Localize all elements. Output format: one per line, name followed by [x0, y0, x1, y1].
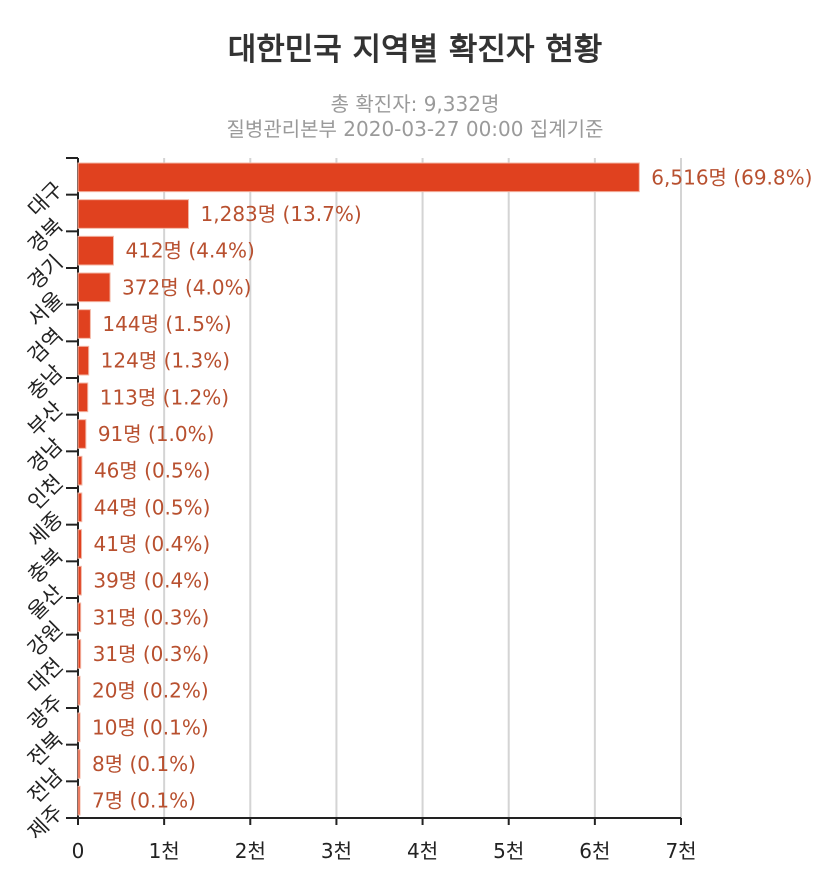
bar-value-label: 144명 (1.5%): [102, 312, 231, 336]
bar-value-label: 6,516명 (69.8%): [651, 165, 812, 189]
category-label: 충북: [23, 544, 67, 588]
category-label: 강원: [23, 617, 67, 661]
bar-value-label: 91명 (1.0%): [98, 422, 215, 446]
category-label: 부산: [23, 397, 67, 441]
category-label: 경북: [23, 214, 67, 258]
x-tick-label: 5천: [493, 839, 524, 863]
bar: [77, 162, 640, 193]
category-label: 세종: [23, 507, 67, 551]
bar: [77, 565, 82, 596]
bar: [77, 455, 83, 486]
bar-value-label: 124명 (1.3%): [101, 349, 230, 373]
bar-value-label: 10명 (0.1%): [92, 715, 209, 739]
bar-value-label: 39명 (0.4%): [93, 569, 210, 593]
chart-subtitle-source: 질병관리본부 2020-03-27 00:00 집계기준: [226, 117, 604, 141]
x-tick-label: 4천: [407, 839, 438, 863]
bar: [77, 749, 81, 779]
bar-value-label: 20명 (0.2%): [92, 679, 209, 703]
bar: [77, 382, 89, 413]
bar: [77, 675, 81, 706]
bar-value-label: 46명 (0.5%): [94, 459, 211, 483]
bar: [77, 712, 81, 743]
category-label: 전남: [23, 764, 67, 808]
bar-value-label: 44명 (0.5%): [94, 495, 211, 519]
bar: [77, 492, 83, 523]
category-label: 서울: [23, 287, 67, 331]
category-label: 인천: [23, 470, 67, 514]
bar-value-label: 412명 (4.4%): [125, 239, 254, 263]
bar-value-label: 41명 (0.4%): [94, 532, 211, 556]
category-label: 광주: [23, 690, 67, 734]
bar: [77, 602, 82, 633]
bar-value-label: 31명 (0.3%): [93, 605, 210, 629]
bar-value-label: 8명 (0.1%): [92, 752, 196, 776]
x-tick-label: 7천: [665, 839, 696, 863]
bar: [77, 529, 83, 559]
bar-value-label: 1,283명 (13.7%): [201, 202, 362, 226]
bar: [77, 272, 111, 303]
category-label: 제주: [23, 800, 67, 844]
category-label: 전북: [23, 727, 67, 771]
bar: [77, 199, 190, 229]
category-label: 대전: [23, 654, 67, 698]
category-label: 경남: [23, 434, 67, 478]
bar-value-label: 113명 (1.2%): [100, 385, 229, 409]
x-tick-label: 6천: [579, 839, 610, 863]
bar-value-label: 31명 (0.3%): [93, 642, 210, 666]
category-label: 충남: [23, 360, 67, 404]
category-label: 울산: [23, 580, 67, 624]
category-label: 대구: [23, 177, 67, 221]
bar: [77, 309, 91, 339]
x-tick-label: 2천: [235, 839, 266, 863]
chart-subtitle-total: 총 확진자: 9,332명: [330, 92, 500, 116]
bar: [77, 785, 81, 816]
bar-value-label: 372명 (4.0%): [122, 275, 251, 299]
chart-title: 대한민국 지역별 확진자 현황: [227, 32, 603, 68]
category-label: 검역: [23, 324, 67, 368]
x-tick-label: 1천: [149, 839, 180, 863]
bar: [77, 419, 87, 449]
bar: [77, 639, 82, 669]
bar-value-label: 7명 (0.1%): [92, 789, 196, 813]
category-label: 경기: [23, 250, 67, 294]
bar: [77, 235, 114, 266]
bar: [77, 345, 90, 376]
x-tick-label: 3천: [321, 839, 352, 863]
x-tick-label: 0: [72, 839, 85, 863]
